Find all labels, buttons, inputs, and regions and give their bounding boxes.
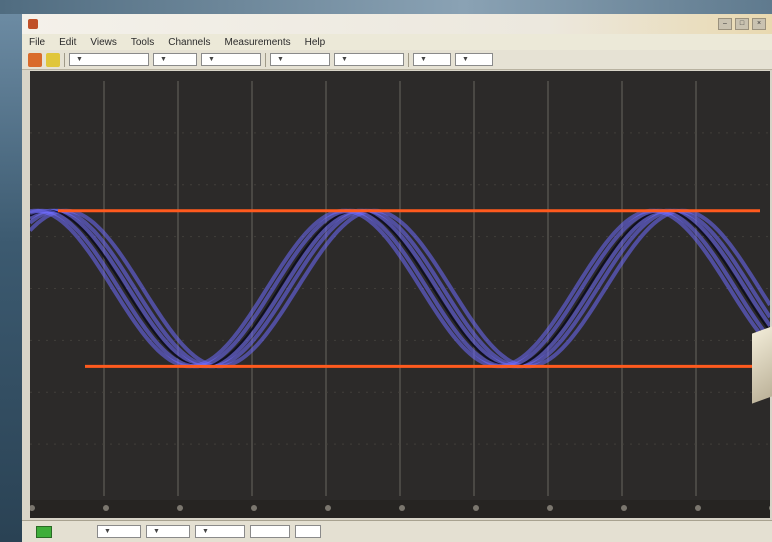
minimize-button[interactable]: – xyxy=(718,18,732,30)
waveform-trace xyxy=(30,209,770,368)
toolbar-separator xyxy=(265,52,266,67)
menu-views[interactable]: Views xyxy=(90,36,117,48)
menu-edit[interactable]: Edit xyxy=(59,36,77,48)
menu-bar: File Edit Views Tools Channels Measureme… xyxy=(22,34,772,50)
menu-tools[interactable]: Tools xyxy=(130,36,155,48)
threshold-input[interactable] xyxy=(250,525,290,538)
run-icon[interactable] xyxy=(28,52,42,67)
trigger-type-select[interactable]: ▼ xyxy=(97,525,141,538)
toolbar: ▼ ▼ ▼ ▼ ▼ ▼ ▼ xyxy=(22,50,772,70)
stop-icon[interactable] xyxy=(46,52,60,67)
menu-help[interactable]: Help xyxy=(304,36,326,48)
ruler-tick-mark xyxy=(325,505,331,511)
toolbar-separator xyxy=(408,52,409,67)
trigger-channel-select[interactable]: ▼ xyxy=(146,525,190,538)
time-ruler xyxy=(30,500,770,518)
toolbar-separator xyxy=(64,52,65,67)
channel-a-select[interactable]: ▼ xyxy=(201,53,261,66)
ruler-tick-mark xyxy=(30,505,35,511)
zoom-select[interactable]: ▼ xyxy=(455,53,493,66)
ruler-tick-mark xyxy=(399,505,405,511)
ruler-tick-mark xyxy=(177,505,183,511)
close-button[interactable]: × xyxy=(752,18,766,30)
maximize-button[interactable]: □ xyxy=(735,18,749,30)
status-bar: ▼ ▼ ▼ xyxy=(22,520,772,542)
ruler-tick-mark xyxy=(769,505,770,511)
title-bar: – □ × xyxy=(22,14,772,34)
waveform-trace xyxy=(30,208,770,369)
oscilloscope-display[interactable] xyxy=(30,71,770,518)
menu-file[interactable]: File xyxy=(29,36,46,48)
samples-select[interactable]: ▼ xyxy=(153,53,197,66)
screen-glare xyxy=(752,326,772,404)
waveform-plot xyxy=(30,81,770,518)
trace-group xyxy=(30,208,770,369)
ruler-tick-mark xyxy=(547,505,553,511)
status-indicator-icon xyxy=(36,525,52,538)
trigger-edge-select[interactable]: ▼ xyxy=(195,525,245,538)
oscilloscope-window: – □ × File Edit Views Tools Channels Mea… xyxy=(22,14,772,542)
ruler-tick-mark xyxy=(473,505,479,511)
timebase-select[interactable]: ▼ xyxy=(69,53,149,66)
marker-group xyxy=(58,209,760,368)
app-icon xyxy=(28,19,38,29)
window-controls: – □ × xyxy=(718,18,766,30)
waveform-trace xyxy=(30,208,770,369)
ruler-tick-mark xyxy=(695,505,701,511)
desktop-background-top xyxy=(0,0,772,14)
delay-input[interactable] xyxy=(295,525,321,538)
ruler-tick-mark xyxy=(621,505,627,511)
trigger-level-select[interactable]: ▼ xyxy=(413,53,451,66)
menu-channels[interactable]: Channels xyxy=(168,36,211,48)
ruler-tick-mark xyxy=(251,505,257,511)
waveform-trace xyxy=(30,208,770,369)
menu-measurements[interactable]: Measurements xyxy=(224,36,291,48)
ruler-tick-mark xyxy=(103,505,109,511)
channel-b-select[interactable]: ▼ xyxy=(270,53,330,66)
trigger-mode-select[interactable]: ▼ xyxy=(334,53,404,66)
